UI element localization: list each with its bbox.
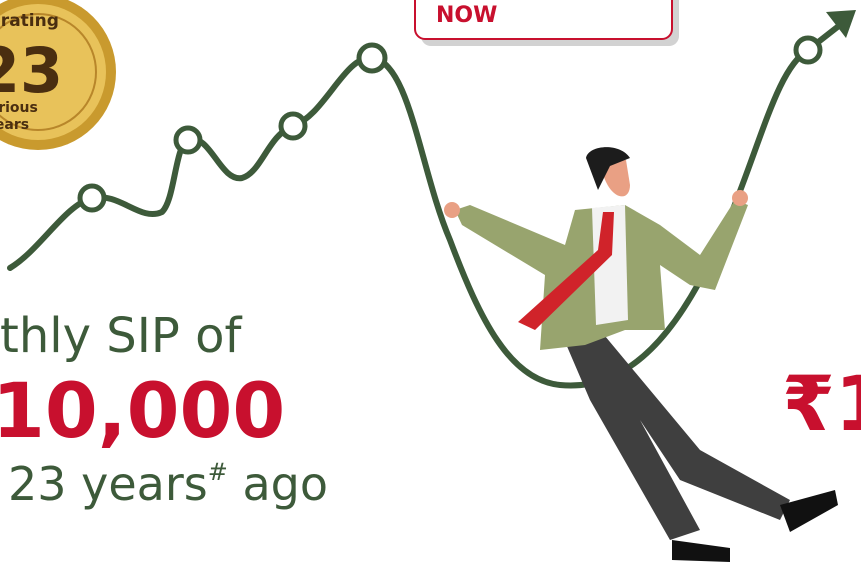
headline-line3: 23 years# ago xyxy=(8,457,328,511)
button-label[interactable]: NOW xyxy=(436,3,497,28)
headline-years: 23 years xyxy=(8,457,208,511)
anniversary-badge: orating 23 rious ears xyxy=(0,0,116,150)
shoe xyxy=(780,490,838,532)
headline-ago: ago xyxy=(228,457,328,511)
curve-point xyxy=(359,45,385,71)
curve-points xyxy=(80,38,820,210)
shoe xyxy=(672,540,730,562)
page: orating 23 rious ears NOW thly SIP of 10… xyxy=(0,0,861,567)
badge-line1: orating xyxy=(0,11,59,31)
curve-point xyxy=(80,186,104,210)
cta-button[interactable]: NOW xyxy=(415,0,679,46)
ad-canvas: orating 23 rious ears NOW thly SIP of 10… xyxy=(0,0,861,567)
badge-line3: ears xyxy=(0,117,29,133)
badge-line2: rious xyxy=(0,100,38,116)
curve-point xyxy=(796,38,820,62)
headline-amount: 10,000 xyxy=(0,366,285,455)
headline-line1: thly SIP of xyxy=(0,308,242,364)
badge-number: 23 xyxy=(0,34,63,107)
footnote-mark: # xyxy=(208,458,228,486)
curve-point xyxy=(281,114,305,138)
hand xyxy=(732,190,748,206)
trousers xyxy=(560,330,790,540)
result-amount: ₹1 xyxy=(782,359,861,448)
hand xyxy=(444,202,460,218)
curve-point xyxy=(176,128,200,152)
